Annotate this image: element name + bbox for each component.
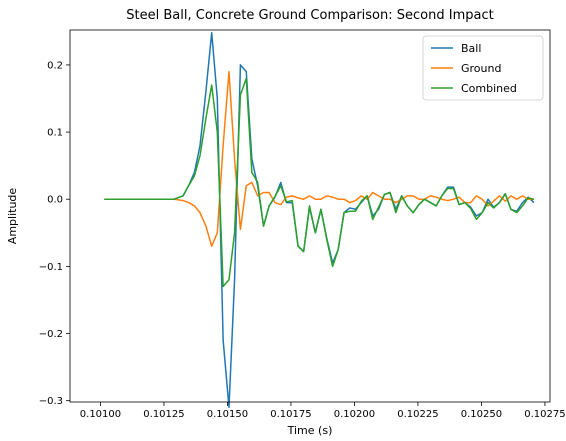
series-line-combined bbox=[104, 77, 535, 288]
y-tick-label: 0.0 bbox=[47, 195, 63, 206]
plot-lines bbox=[104, 31, 535, 409]
y-tick-label: 0.2 bbox=[47, 60, 63, 71]
x-tick-label: 0.10275 bbox=[524, 409, 565, 420]
plot-frame bbox=[69, 29, 551, 403]
legend-label-ball: Ball bbox=[461, 42, 481, 55]
x-tick-label: 0.10175 bbox=[270, 409, 311, 420]
chart-title: Steel Ball, Concrete Ground Comparison: … bbox=[126, 8, 493, 23]
series-line-ball bbox=[104, 31, 535, 409]
legend: Ball Ground Combined bbox=[422, 35, 544, 101]
x-axis-label: Time (s) bbox=[287, 424, 333, 437]
y-axis-ticks: −0.3 −0.2 −0.1 0.0 0.1 0.2 bbox=[39, 60, 70, 407]
x-tick-label: 0.10250 bbox=[461, 409, 502, 420]
x-tick-label: 0.10125 bbox=[143, 409, 184, 420]
y-tick-label: −0.3 bbox=[39, 396, 63, 407]
x-tick-label: 0.10100 bbox=[80, 409, 121, 420]
x-tick-label: 0.10150 bbox=[207, 409, 248, 420]
legend-label-combined: Combined bbox=[461, 82, 517, 95]
x-tick-label: 0.10225 bbox=[397, 409, 438, 420]
legend-box bbox=[422, 35, 544, 101]
y-tick-label: −0.1 bbox=[39, 262, 63, 273]
y-tick-label: 0.1 bbox=[47, 128, 63, 139]
y-axis-label: Amplitude bbox=[6, 188, 19, 245]
series-line-ground bbox=[104, 70, 534, 247]
legend-label-ground: Ground bbox=[461, 62, 501, 75]
x-tick-label: 0.10200 bbox=[334, 409, 375, 420]
x-axis-ticks: 0.10100 0.10125 0.10150 0.10175 0.10200 0.102… bbox=[80, 402, 566, 420]
y-tick-label: −0.2 bbox=[39, 329, 63, 340]
